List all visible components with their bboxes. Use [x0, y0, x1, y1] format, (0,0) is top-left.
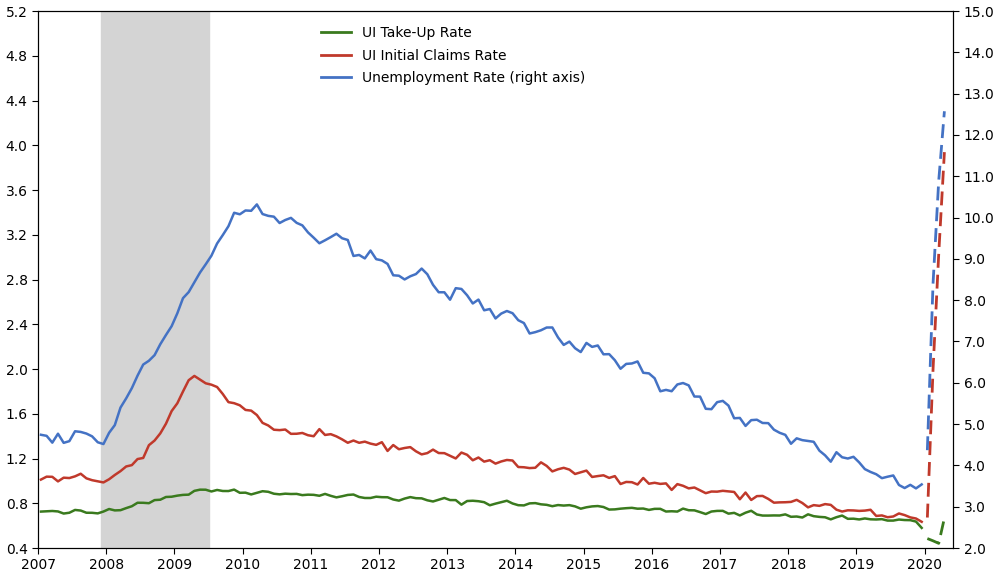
Legend: UI Take-Up Rate, UI Initial Claims Rate, Unemployment Rate (right axis): UI Take-Up Rate, UI Initial Claims Rate,… — [315, 21, 591, 91]
Bar — [101, 11, 209, 548]
